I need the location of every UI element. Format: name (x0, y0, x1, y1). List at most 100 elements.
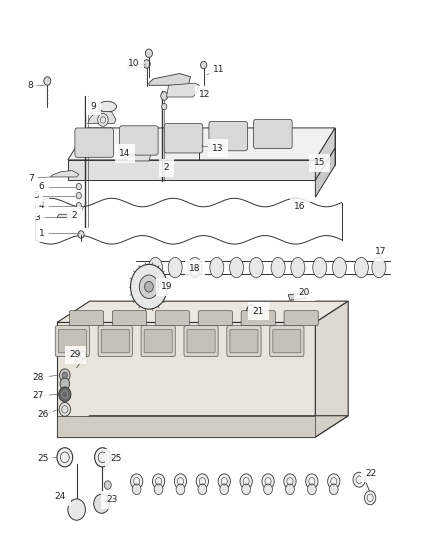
Circle shape (306, 474, 318, 489)
Text: 12: 12 (199, 91, 211, 99)
Text: 5: 5 (33, 191, 39, 200)
Text: 15: 15 (314, 158, 325, 167)
FancyBboxPatch shape (101, 329, 129, 353)
Ellipse shape (313, 257, 327, 278)
Circle shape (240, 474, 252, 489)
Text: 18: 18 (189, 264, 201, 273)
Text: 20: 20 (299, 288, 310, 296)
Ellipse shape (354, 257, 368, 278)
Ellipse shape (188, 257, 202, 278)
Circle shape (218, 474, 230, 489)
Circle shape (286, 484, 294, 495)
Circle shape (154, 484, 163, 495)
FancyBboxPatch shape (284, 311, 318, 326)
Polygon shape (50, 171, 79, 177)
Circle shape (80, 351, 86, 359)
FancyBboxPatch shape (144, 329, 172, 353)
FancyBboxPatch shape (209, 122, 247, 151)
Circle shape (143, 60, 150, 68)
Circle shape (152, 474, 165, 489)
Circle shape (145, 281, 153, 292)
Polygon shape (57, 322, 315, 437)
Text: 1: 1 (39, 229, 45, 238)
Circle shape (59, 402, 71, 416)
Circle shape (174, 474, 187, 489)
Polygon shape (68, 128, 335, 160)
Circle shape (161, 92, 168, 100)
Text: 4: 4 (39, 201, 44, 210)
Circle shape (196, 142, 202, 149)
Circle shape (59, 387, 71, 402)
Circle shape (98, 114, 108, 126)
Text: 13: 13 (212, 144, 224, 152)
Ellipse shape (249, 257, 263, 278)
Text: 9: 9 (90, 102, 96, 110)
Circle shape (139, 275, 159, 298)
FancyBboxPatch shape (227, 326, 261, 357)
FancyBboxPatch shape (198, 311, 233, 326)
Circle shape (78, 231, 84, 238)
Text: 27: 27 (33, 391, 44, 400)
Text: 16: 16 (294, 203, 306, 211)
Polygon shape (315, 128, 335, 180)
Circle shape (94, 494, 110, 513)
Circle shape (62, 372, 67, 378)
FancyBboxPatch shape (69, 311, 103, 326)
Circle shape (131, 264, 167, 309)
Ellipse shape (291, 257, 305, 278)
Text: 19: 19 (161, 282, 172, 291)
FancyBboxPatch shape (75, 128, 113, 157)
Ellipse shape (271, 257, 285, 278)
FancyBboxPatch shape (58, 329, 86, 353)
Circle shape (307, 484, 316, 495)
Ellipse shape (230, 257, 244, 278)
Polygon shape (288, 293, 306, 300)
Text: 17: 17 (375, 247, 387, 256)
Circle shape (76, 192, 81, 199)
Circle shape (60, 369, 70, 382)
Text: 22: 22 (366, 469, 377, 478)
Text: 2: 2 (72, 212, 77, 220)
FancyBboxPatch shape (112, 311, 146, 326)
FancyBboxPatch shape (230, 329, 258, 353)
Circle shape (60, 378, 70, 390)
Circle shape (132, 484, 141, 495)
Circle shape (104, 481, 111, 489)
Text: 14: 14 (119, 149, 131, 158)
Text: 8: 8 (127, 62, 133, 71)
Circle shape (284, 474, 296, 489)
FancyBboxPatch shape (55, 326, 89, 357)
Ellipse shape (148, 257, 162, 278)
FancyBboxPatch shape (187, 329, 215, 353)
Circle shape (145, 49, 152, 58)
Ellipse shape (332, 257, 346, 278)
FancyBboxPatch shape (98, 326, 132, 357)
Circle shape (353, 472, 365, 487)
Text: 24: 24 (55, 492, 66, 501)
Circle shape (262, 474, 274, 489)
Polygon shape (166, 83, 199, 97)
Polygon shape (57, 416, 315, 437)
Text: 2: 2 (164, 164, 169, 172)
FancyBboxPatch shape (254, 119, 292, 149)
Polygon shape (57, 301, 348, 322)
Text: 8: 8 (27, 81, 33, 90)
Circle shape (44, 77, 51, 85)
Circle shape (242, 484, 251, 495)
FancyBboxPatch shape (120, 126, 158, 155)
Circle shape (76, 183, 81, 190)
Polygon shape (149, 74, 191, 85)
FancyBboxPatch shape (141, 326, 175, 357)
Text: 10: 10 (128, 60, 140, 68)
Ellipse shape (191, 268, 199, 276)
FancyBboxPatch shape (241, 311, 275, 326)
Circle shape (364, 491, 376, 505)
Circle shape (95, 448, 110, 467)
FancyBboxPatch shape (164, 124, 203, 153)
FancyBboxPatch shape (273, 329, 301, 353)
Polygon shape (315, 301, 348, 437)
Ellipse shape (168, 257, 182, 278)
Text: 26: 26 (37, 410, 49, 419)
Text: 25: 25 (110, 454, 121, 463)
Ellipse shape (210, 257, 224, 278)
